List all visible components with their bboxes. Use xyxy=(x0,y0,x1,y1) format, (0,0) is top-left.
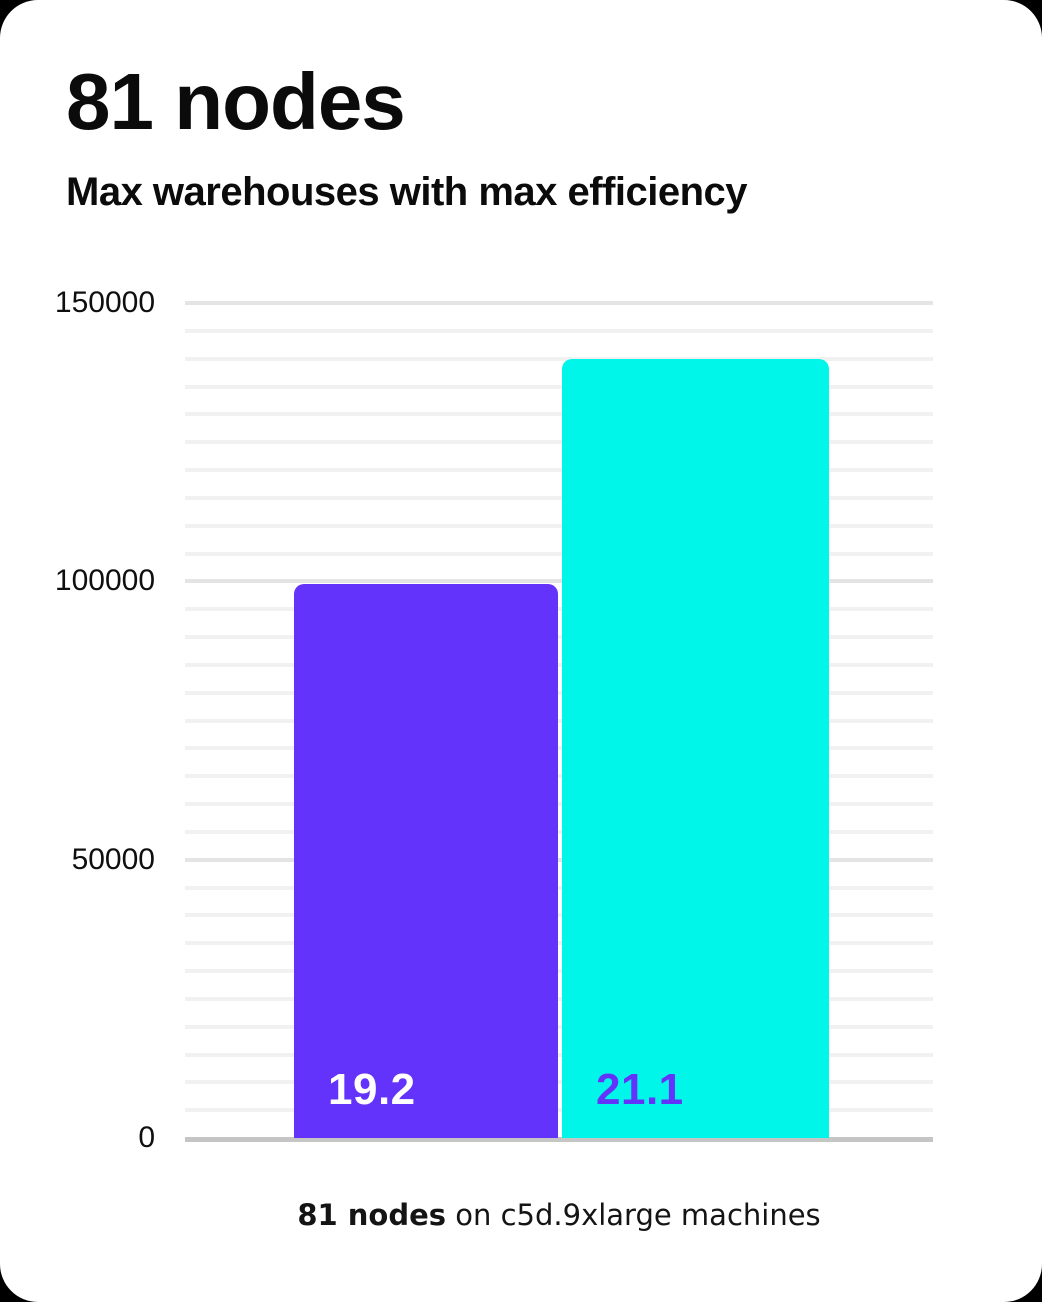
gridline xyxy=(185,885,933,890)
gridline xyxy=(185,1024,933,1029)
gridline xyxy=(185,1052,933,1057)
gridline xyxy=(185,746,933,751)
y-axis-tick: 150000 xyxy=(54,286,155,319)
gridline xyxy=(185,829,933,834)
x-axis-line xyxy=(185,1137,933,1142)
gridline xyxy=(185,356,933,361)
caption-text: on c5d.9xlarge machines xyxy=(446,1198,821,1232)
gridline xyxy=(185,1108,933,1113)
gridline xyxy=(185,301,933,305)
gridline xyxy=(185,662,933,667)
bar-value-label: 19.2 xyxy=(328,1065,416,1114)
chart-title: 81 nodes xyxy=(66,57,406,146)
gridline xyxy=(185,384,933,389)
gridline xyxy=(185,969,933,973)
y-axis-tick: 50000 xyxy=(71,842,155,876)
gridline xyxy=(185,635,933,639)
gridline xyxy=(185,551,933,556)
gridline xyxy=(185,495,933,500)
gridline xyxy=(185,468,933,472)
bar-value-label: 21.1 xyxy=(596,1065,684,1114)
y-axis-tick: 0 xyxy=(138,1121,155,1154)
gridline xyxy=(185,802,933,806)
gridline xyxy=(185,440,933,445)
gridline xyxy=(185,996,933,1001)
caption: 81 nodes on c5d.9xlarge machines xyxy=(185,1198,933,1233)
gridline xyxy=(185,690,933,695)
chart-subtitle: Max warehouses with max efficiency xyxy=(66,170,748,214)
gridline xyxy=(185,1080,933,1085)
gridline xyxy=(185,718,933,723)
gridline xyxy=(185,913,933,918)
gridline xyxy=(185,328,933,333)
gridline xyxy=(185,774,933,779)
bar-19-2: 19.2 xyxy=(294,584,558,1138)
gridline xyxy=(185,607,933,612)
caption-bold: 81 nodes xyxy=(297,1198,447,1232)
gridline xyxy=(185,579,933,584)
gridline xyxy=(185,412,933,417)
gridline xyxy=(185,941,933,946)
y-axis-tick: 100000 xyxy=(54,564,155,598)
gridline xyxy=(185,523,933,528)
plot-area: 0 50000 100000 150000 19.2 21.1 xyxy=(55,288,933,1153)
gridline xyxy=(185,857,933,862)
bar-21-1: 21.1 xyxy=(562,358,829,1138)
